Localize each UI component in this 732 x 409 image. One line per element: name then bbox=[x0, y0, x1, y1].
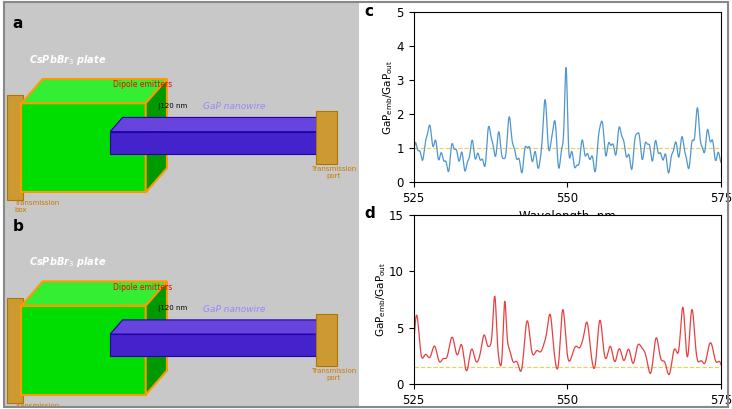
Polygon shape bbox=[146, 79, 167, 192]
Text: |120 nm: |120 nm bbox=[158, 306, 187, 312]
Polygon shape bbox=[21, 281, 167, 306]
Text: c: c bbox=[365, 4, 373, 19]
FancyBboxPatch shape bbox=[111, 334, 316, 356]
Text: CsPbBr$_3$ plate: CsPbBr$_3$ plate bbox=[29, 53, 106, 67]
Text: GaP nanowire: GaP nanowire bbox=[203, 305, 266, 314]
Y-axis label: GaP$_\mathrm{emb}$/GaP$_\mathrm{out}$: GaP$_\mathrm{emb}$/GaP$_\mathrm{out}$ bbox=[381, 60, 395, 135]
FancyBboxPatch shape bbox=[316, 111, 337, 164]
FancyBboxPatch shape bbox=[21, 306, 146, 395]
Polygon shape bbox=[111, 320, 329, 334]
Text: d: d bbox=[365, 206, 375, 221]
Text: GaP nanowire: GaP nanowire bbox=[203, 102, 266, 111]
Text: Dipole emitters: Dipole emitters bbox=[113, 80, 172, 89]
Text: |120 nm: |120 nm bbox=[158, 103, 187, 110]
Text: Transmission
box: Transmission box bbox=[15, 200, 59, 213]
FancyBboxPatch shape bbox=[21, 103, 146, 192]
Polygon shape bbox=[111, 117, 329, 132]
Polygon shape bbox=[146, 281, 167, 395]
Text: Transmission
port: Transmission port bbox=[311, 166, 356, 179]
Text: a: a bbox=[12, 16, 23, 31]
FancyBboxPatch shape bbox=[316, 314, 337, 366]
Text: Transmission
box: Transmission box bbox=[15, 403, 59, 409]
Text: b: b bbox=[12, 219, 23, 234]
FancyBboxPatch shape bbox=[111, 132, 316, 154]
FancyBboxPatch shape bbox=[7, 298, 23, 403]
X-axis label: Wavelength, nm: Wavelength, nm bbox=[519, 210, 616, 223]
Text: CsPbBr$_3$ plate: CsPbBr$_3$ plate bbox=[29, 255, 106, 269]
FancyBboxPatch shape bbox=[7, 95, 23, 200]
Polygon shape bbox=[21, 79, 167, 103]
Y-axis label: GaP$_\mathrm{emb}$/GaP$_\mathrm{out}$: GaP$_\mathrm{emb}$/GaP$_\mathrm{out}$ bbox=[374, 262, 387, 337]
Text: Dipole emitters: Dipole emitters bbox=[113, 283, 172, 292]
Text: Transmission
port: Transmission port bbox=[311, 369, 356, 382]
